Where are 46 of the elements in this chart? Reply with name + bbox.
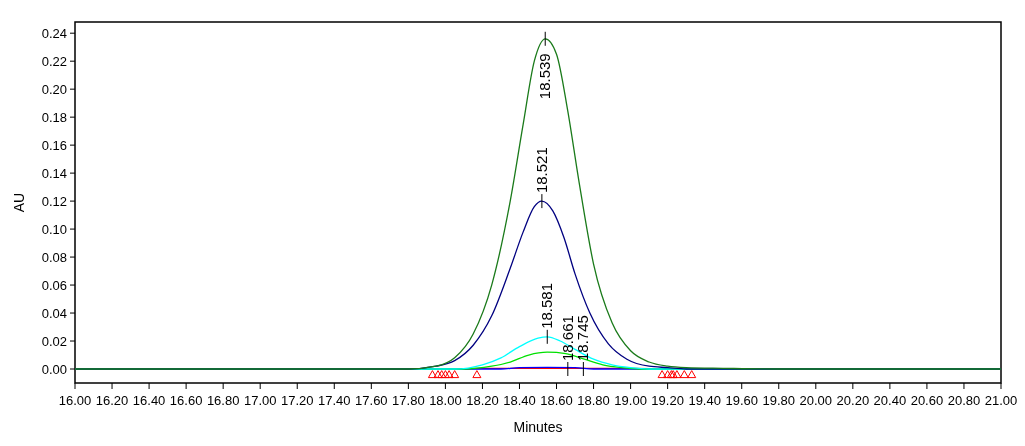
x-tick-label: 20.80 xyxy=(947,393,981,408)
annotation: 18.745 xyxy=(574,315,592,362)
x-tick-label: 17.00 xyxy=(243,393,277,408)
y-axis-title: AU xyxy=(11,192,27,213)
x-tick-label: 18.60 xyxy=(540,393,573,408)
x-tick-label: 17.60 xyxy=(355,393,388,408)
x-tick-label: 18.40 xyxy=(503,393,536,408)
annotation: 18.661 xyxy=(558,315,576,362)
x-tick-label: 19.20 xyxy=(651,393,684,408)
x-tick-label: 17.40 xyxy=(318,393,351,408)
y-tick-label: 0.02 xyxy=(41,333,67,349)
x-tick-label: 20.20 xyxy=(836,393,870,408)
y-tick-label: 0.14 xyxy=(41,165,67,181)
x-tick-label: 16.20 xyxy=(95,393,129,408)
annotation: 18.539 xyxy=(536,53,554,100)
y-tick-label: 0.20 xyxy=(41,81,67,97)
y-tick-label: 0.08 xyxy=(41,249,67,265)
y-tick-label: 0.22 xyxy=(41,53,67,69)
y-tick-label: 0.16 xyxy=(41,137,67,153)
x-tick-label: 20.60 xyxy=(910,393,944,408)
x-tick-label: 19.00 xyxy=(614,393,647,408)
y-tick-label: 0.12 xyxy=(41,193,67,209)
y-tick-label: 0.06 xyxy=(41,277,67,293)
x-tick-label: 18.00 xyxy=(429,393,462,408)
y-tick-label: 0.24 xyxy=(41,25,67,41)
x-tick-label: 19.40 xyxy=(688,393,721,408)
x-tick-label: 18.20 xyxy=(466,393,499,408)
y-tick-label: 0.18 xyxy=(41,109,67,125)
x-tick-label: 20.40 xyxy=(873,393,907,408)
x-tick-label: 16.80 xyxy=(206,393,240,408)
annotation: 18.581 xyxy=(538,282,556,329)
x-tick-label: 19.80 xyxy=(762,393,796,408)
x-tick-label: 16.00 xyxy=(58,393,92,408)
x-tick-label: 16.40 xyxy=(132,393,166,408)
x-axis-title: Minutes xyxy=(513,419,563,435)
y-tick-label: 0.10 xyxy=(41,221,67,237)
annotation: 18.521 xyxy=(532,147,550,194)
x-tick-label: 21.00 xyxy=(984,393,1018,408)
x-tick-label: 18.80 xyxy=(577,393,610,408)
x-tick-label: 20.00 xyxy=(799,393,833,408)
x-tick-label: 16.60 xyxy=(169,393,203,408)
x-tick-label: 17.80 xyxy=(392,393,425,408)
y-tick-label: 0.04 xyxy=(41,305,67,321)
x-tick-label: 19.60 xyxy=(725,393,758,408)
x-tick-label: 17.20 xyxy=(280,393,314,408)
y-tick-label: 0.00 xyxy=(41,361,67,377)
